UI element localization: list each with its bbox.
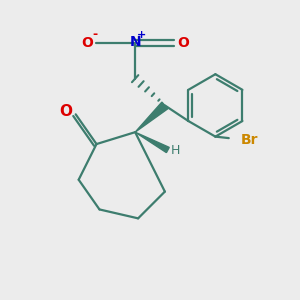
Text: O: O xyxy=(59,104,72,119)
Text: N: N xyxy=(129,34,141,49)
Text: Br: Br xyxy=(241,133,258,147)
Polygon shape xyxy=(135,102,168,132)
Text: +: + xyxy=(137,30,146,40)
Text: -: - xyxy=(92,28,98,41)
Text: H: H xyxy=(171,143,180,157)
Text: O: O xyxy=(177,36,189,50)
Polygon shape xyxy=(135,132,169,153)
Text: O: O xyxy=(82,36,94,50)
